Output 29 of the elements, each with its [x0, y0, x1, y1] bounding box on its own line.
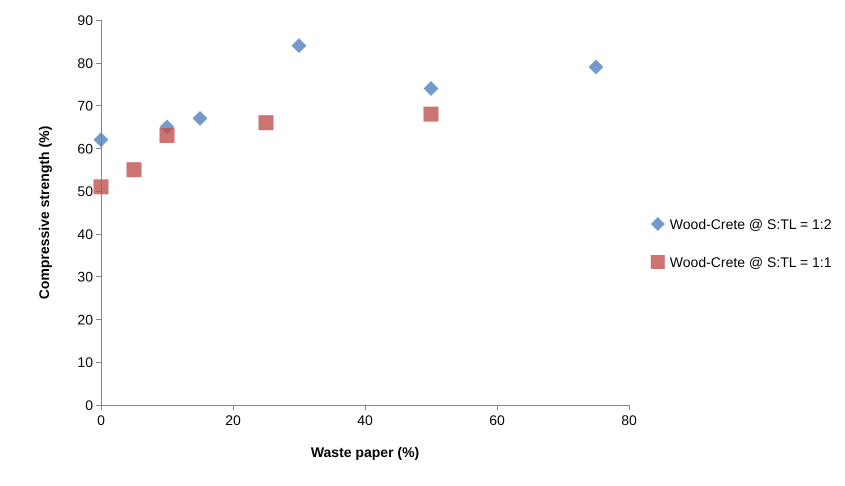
point	[94, 132, 108, 148]
point	[126, 162, 142, 178]
legend-label: Wood-Crete @ S:TL = 1:2	[670, 216, 832, 232]
point	[424, 80, 438, 96]
point	[192, 110, 208, 126]
point	[292, 38, 306, 54]
point	[94, 179, 108, 194]
y-tick-label: 30	[77, 268, 94, 285]
x-tick-label: 0	[97, 412, 106, 428]
y-tick-label: 70	[77, 98, 94, 114]
x-tick-label: 40	[357, 412, 373, 428]
point	[258, 115, 274, 130]
y-tick-label: 0	[85, 397, 94, 413]
point	[160, 128, 174, 143]
x-tick-label: 60	[489, 412, 505, 428]
y-tick-label: 40	[77, 226, 94, 242]
y-tick-label: 60	[77, 140, 94, 156]
legend-label: Wood-Crete @ S:TL = 1:1	[670, 254, 832, 270]
x-tick-label: 20	[225, 412, 241, 428]
point	[424, 106, 438, 122]
y-tick-label: 20	[77, 311, 94, 328]
point	[588, 60, 604, 75]
y-tick-label: 10	[77, 354, 94, 370]
y-tick-label: 50	[77, 183, 94, 200]
y-tick-label: 90	[77, 12, 94, 28]
y-axis-title: Compressive strength (%)	[36, 126, 52, 300]
x-tick-label: 80	[621, 412, 637, 428]
x-axis-title: Waste paper (%)	[310, 444, 420, 460]
y-tick-label: 80	[77, 54, 94, 71]
